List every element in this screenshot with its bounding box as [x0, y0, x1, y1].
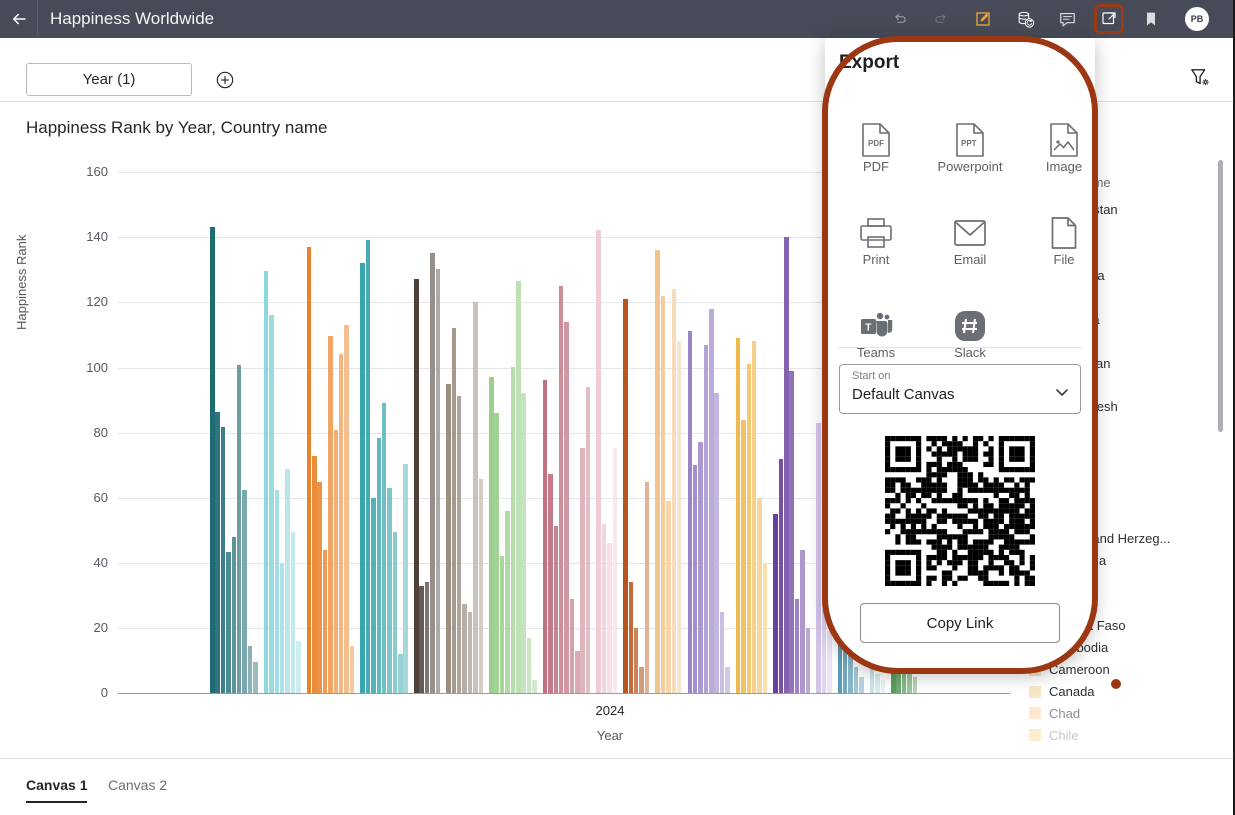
- svg-text:PPT: PPT: [961, 139, 977, 148]
- svg-text:PDF: PDF: [868, 139, 884, 148]
- svg-text:T: T: [865, 323, 871, 334]
